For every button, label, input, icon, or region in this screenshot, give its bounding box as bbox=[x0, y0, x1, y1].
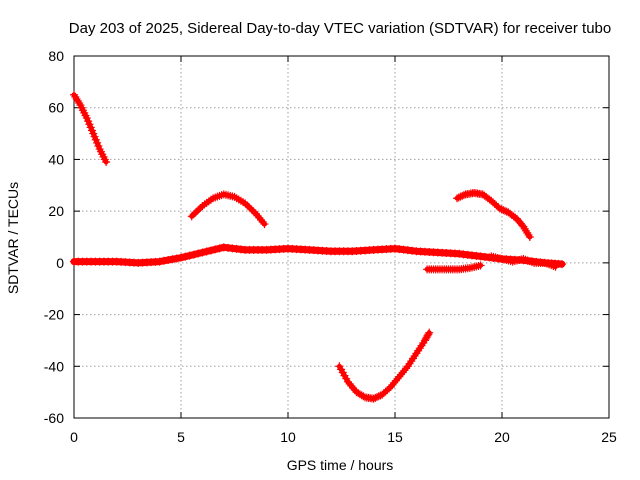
x-tick-label: 15 bbox=[387, 429, 403, 445]
data-point-marker bbox=[185, 251, 194, 260]
data-point-marker bbox=[454, 193, 463, 202]
data-point-marker bbox=[155, 257, 164, 266]
data-point-marker bbox=[459, 191, 468, 200]
y-tick-labels: -60 -40 -20 0 20 40 60 80 bbox=[44, 48, 609, 426]
data-point-marker bbox=[369, 394, 378, 403]
data-point-marker bbox=[525, 233, 534, 241]
data-point-marker bbox=[456, 192, 465, 201]
x-tick-label: 20 bbox=[494, 429, 510, 445]
data-point-marker bbox=[495, 204, 504, 213]
x-tick-label: 25 bbox=[601, 429, 617, 445]
y-tick-label: 40 bbox=[48, 151, 64, 167]
data-point-marker bbox=[359, 392, 368, 401]
data-point-marker bbox=[371, 393, 380, 402]
y-tick-label: -60 bbox=[44, 410, 64, 426]
data-point-marker bbox=[373, 393, 382, 402]
data-point-marker bbox=[425, 328, 434, 337]
data-point-marker bbox=[194, 249, 203, 258]
series-group bbox=[70, 90, 566, 403]
data-point-marker bbox=[424, 330, 433, 339]
x-tick-labels: 0 5 10 15 20 25 bbox=[70, 56, 617, 445]
data-point-marker bbox=[164, 256, 173, 265]
data-point-marker bbox=[168, 255, 177, 264]
data-point-marker bbox=[385, 384, 394, 393]
data-point-marker bbox=[215, 244, 224, 253]
data-point-marker bbox=[202, 247, 211, 256]
x-tick-label: 5 bbox=[177, 429, 185, 445]
data-point-marker bbox=[211, 245, 220, 254]
data-point-marker bbox=[206, 246, 215, 255]
data-point-marker bbox=[102, 158, 111, 167]
y-tick-label: 20 bbox=[48, 203, 64, 219]
data-point-marker bbox=[198, 248, 207, 257]
data-point-marker bbox=[177, 253, 185, 262]
chart-title: Day 203 of 2025, Sidereal Day-to-day VTE… bbox=[69, 20, 611, 37]
data-point-marker bbox=[551, 262, 560, 271]
y-axis-label: SDTVAR / TECUs bbox=[5, 182, 21, 294]
data-point-marker bbox=[189, 250, 198, 259]
y-tick-label: 80 bbox=[48, 48, 64, 64]
x-tick-label: 0 bbox=[70, 429, 78, 445]
data-point-marker bbox=[499, 206, 508, 215]
data-point-marker bbox=[260, 220, 269, 229]
data-point-marker bbox=[181, 252, 190, 261]
y-tick-label: -20 bbox=[44, 307, 64, 323]
data-point-marker bbox=[476, 261, 485, 270]
data-point-marker bbox=[497, 205, 506, 214]
y-tick-label: 0 bbox=[56, 255, 64, 271]
data-point-marker bbox=[500, 206, 509, 215]
plot-frame bbox=[73, 55, 610, 419]
y-tick-label: -40 bbox=[44, 358, 64, 374]
y-tick-label: 60 bbox=[48, 100, 64, 116]
data-point-marker bbox=[557, 260, 566, 269]
data-point-marker bbox=[453, 194, 462, 203]
x-axis-label: GPS time / hours bbox=[287, 457, 394, 473]
data-point-marker bbox=[458, 191, 467, 200]
data-point-marker bbox=[159, 256, 168, 265]
x-tick-label: 10 bbox=[280, 429, 296, 445]
data-point-marker bbox=[374, 392, 383, 401]
data-point-marker bbox=[172, 254, 181, 263]
